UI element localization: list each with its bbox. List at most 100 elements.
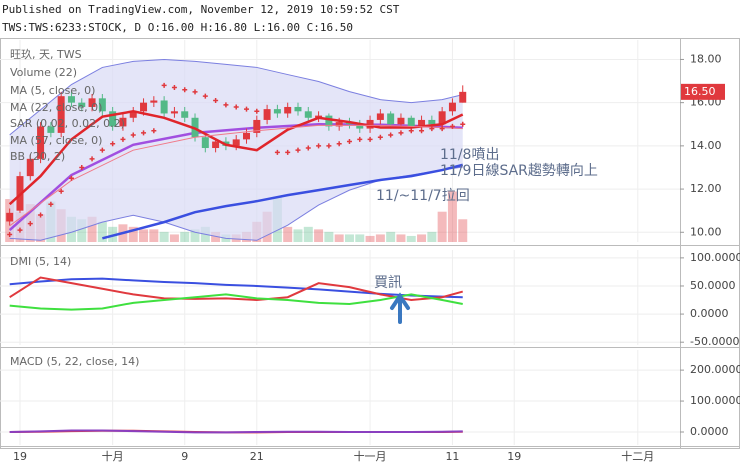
volume-bar xyxy=(417,234,427,242)
y-tick-label: 100.0000 xyxy=(690,251,740,264)
x-tick-label: 十月 xyxy=(102,449,124,463)
volume-bar xyxy=(386,231,396,242)
candle-body xyxy=(181,111,189,118)
x-tick-label: 19 xyxy=(13,450,27,463)
sar-dot xyxy=(316,143,322,149)
volume-bar xyxy=(375,234,385,242)
sar-dot xyxy=(295,147,301,153)
annotation: 買訊 xyxy=(374,275,402,291)
x-tick-label: 十二月 xyxy=(621,449,654,463)
candle-body xyxy=(304,111,312,118)
sar-dot xyxy=(449,123,455,129)
x-tick-label: 19 xyxy=(507,450,521,463)
candle-body xyxy=(294,106,302,112)
sar-dot xyxy=(79,164,85,170)
candle-body xyxy=(356,124,364,129)
volume-bar xyxy=(334,234,344,242)
y-tick-label: -50.0000 xyxy=(690,335,739,348)
legend-entry: 旺玖, 天, TWS xyxy=(10,48,82,61)
sar-dot xyxy=(27,221,33,227)
sar-dot xyxy=(89,156,95,162)
price-tag: 16.50 xyxy=(684,85,716,98)
volume-bar xyxy=(324,231,334,242)
sar-dot xyxy=(408,128,414,134)
sar-dot xyxy=(419,128,425,134)
candle-body xyxy=(253,119,261,133)
ma-line xyxy=(9,124,463,227)
volume-bar xyxy=(128,226,138,242)
candle-body xyxy=(37,126,45,159)
candle-body xyxy=(160,100,168,114)
indicator-line xyxy=(9,277,463,299)
y-tick-label: 14.00 xyxy=(690,139,722,152)
legend-entry: MA (22, close, 0) xyxy=(10,101,102,114)
sar-dot xyxy=(398,130,404,136)
volume-bar xyxy=(314,229,324,242)
volume-bar xyxy=(149,229,159,242)
candle-body xyxy=(88,98,96,107)
x-tick-label: 十一月 xyxy=(354,449,387,463)
y-tick-label: 100.0000 xyxy=(690,394,740,407)
candle-body xyxy=(397,117,405,125)
sar-dot xyxy=(7,231,13,237)
sar-dot xyxy=(141,130,147,136)
annotation: 11/8噴出 xyxy=(440,147,499,163)
volume-bar xyxy=(303,226,313,242)
legend-entry: BB (20, 2) xyxy=(10,150,65,163)
x-tick-label: 9 xyxy=(181,450,188,463)
sar-dot xyxy=(202,93,208,99)
sar-dot xyxy=(305,145,311,151)
candle-body xyxy=(428,119,436,125)
sar-dot xyxy=(285,149,291,155)
candle-body xyxy=(109,111,117,127)
candle-body xyxy=(376,113,384,120)
candle-body xyxy=(47,126,55,133)
sar-dot xyxy=(357,136,363,142)
y-tick-label: 0.0000 xyxy=(690,307,729,320)
sar-dot xyxy=(110,141,116,147)
sar-dot xyxy=(233,104,239,110)
sar-dot xyxy=(264,110,270,116)
volume-bar xyxy=(159,231,169,242)
annotation: 11/~11/7拉回 xyxy=(376,188,470,204)
sar-dot xyxy=(429,126,435,132)
candle-body xyxy=(78,102,86,107)
sar-dot xyxy=(192,89,198,95)
candle-body xyxy=(201,137,209,149)
volume-bar xyxy=(365,235,375,242)
sar-dot xyxy=(244,106,250,112)
volume-bar xyxy=(437,211,447,242)
sar-dot xyxy=(377,134,383,140)
x-tick-label: 21 xyxy=(250,450,264,463)
candle-body xyxy=(57,96,65,133)
candle-body xyxy=(212,141,220,149)
candle-body xyxy=(170,111,178,114)
annotation: 11/9日線SAR趨勢轉向上 xyxy=(440,163,598,179)
volume-bar xyxy=(139,229,149,242)
indicator-line xyxy=(9,429,463,434)
bb-upper xyxy=(9,58,463,136)
legend-entry: MA (5, close, 0) xyxy=(10,84,95,97)
sar-dot xyxy=(17,227,23,233)
legend-entry: Volume (22) xyxy=(10,66,77,79)
panel-title: DMI (5, 14) xyxy=(10,255,71,268)
plot: 19 十月 9 21 十一月 11 19 十二月18.0016.0014.0012.0010.… xyxy=(0,40,740,463)
sar-dot xyxy=(388,132,394,138)
y-tick-label: 18.00 xyxy=(690,52,722,65)
volume-bar xyxy=(77,219,87,242)
buy-arrow xyxy=(390,292,410,324)
legend-entry: SAR (0.02, 0.02, 0.2) xyxy=(10,117,125,130)
candle-body xyxy=(26,158,34,177)
price-tag-box xyxy=(681,83,725,100)
header-line: TWS:TWS:6233:STOCK, D O:16.00 H:16.80 L:… xyxy=(2,21,353,34)
legend-entry: MA (57, close, 0) xyxy=(10,134,102,147)
sar-dot xyxy=(120,136,126,142)
y-tick-label: 0.0000 xyxy=(690,425,729,438)
y-tick-label: 50.0000 xyxy=(690,279,736,292)
sar-dot xyxy=(68,175,74,181)
sar-dot xyxy=(171,85,177,91)
volume-bar xyxy=(447,191,457,242)
candle-body xyxy=(273,109,281,114)
volume-bar xyxy=(427,231,437,242)
candle-body xyxy=(284,106,292,114)
